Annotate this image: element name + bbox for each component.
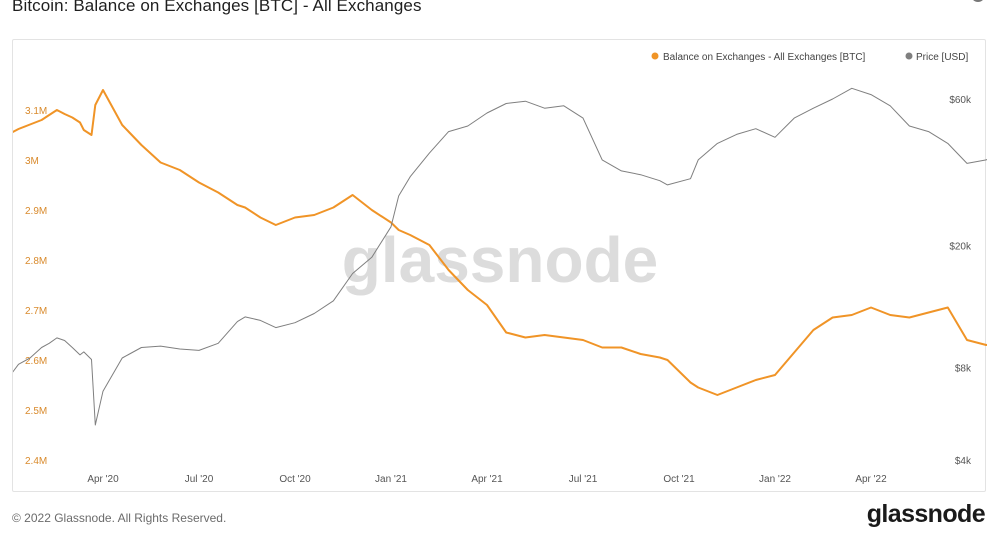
- chart-title: Bitcoin: Balance on Exchanges [BTC] - Al…: [12, 0, 422, 15]
- y-left-tick-label: 2.5M: [25, 406, 47, 417]
- brand-logo[interactable]: glassnode: [866, 500, 986, 528]
- legend-item-price-marker: [905, 52, 913, 60]
- y-left-tick-label: 2.7M: [25, 306, 47, 317]
- y-left-tick-label: 2.9M: [25, 206, 47, 217]
- x-tick-label: Apr '20: [87, 474, 119, 485]
- x-tick-label: Apr '21: [471, 474, 503, 485]
- y-left-tick-label: 2.6M: [25, 356, 47, 367]
- y-right-tick-label: $8k: [955, 364, 972, 375]
- y-left-tick-label: 3.1M: [25, 106, 47, 117]
- watermark: glassnode: [342, 224, 659, 296]
- x-tick-label: Jan '22: [759, 474, 791, 485]
- chart-panel: glassnode 2.4M 2.5M 2.6M 2.7M 2.8M 2.9M 3M 3.1M $…: [12, 39, 987, 492]
- x-tick-label: Jul '20: [185, 474, 214, 485]
- y-right-tick-label: $60k: [949, 95, 972, 106]
- y-left-tick-label: 2.4M: [25, 456, 47, 467]
- x-tick-label: Oct '20: [279, 474, 311, 485]
- y-right-tick-label: $20k: [949, 241, 972, 252]
- x-tick-label: Jan '21: [375, 474, 407, 485]
- legend-item-balance: Balance on Exchanges - All Exchanges [BT…: [663, 52, 866, 63]
- x-tick-label: Oct '21: [663, 474, 695, 485]
- x-tick-label: Apr '22: [855, 474, 887, 485]
- copyright-text: © 2022 Glassnode. All Rights Reserved.: [12, 511, 227, 525]
- y-left-tick-label: 2.8M: [25, 256, 47, 267]
- y-right-tick-label: $4k: [955, 456, 972, 467]
- legend-item-price: Price [USD]: [916, 52, 968, 63]
- y-left-tick-label: 3M: [25, 156, 39, 167]
- menu-icon[interactable]: [971, 0, 985, 2]
- legend-item-balance-marker: [651, 52, 659, 60]
- balance-series-line: [13, 89, 987, 396]
- price-series-line: [13, 87, 987, 426]
- chart-svg: glassnode 2.4M 2.5M 2.6M 2.7M 2.8M 2.9M 3M 3.1M $…: [13, 52, 987, 485]
- x-tick-label: Jul '21: [569, 474, 598, 485]
